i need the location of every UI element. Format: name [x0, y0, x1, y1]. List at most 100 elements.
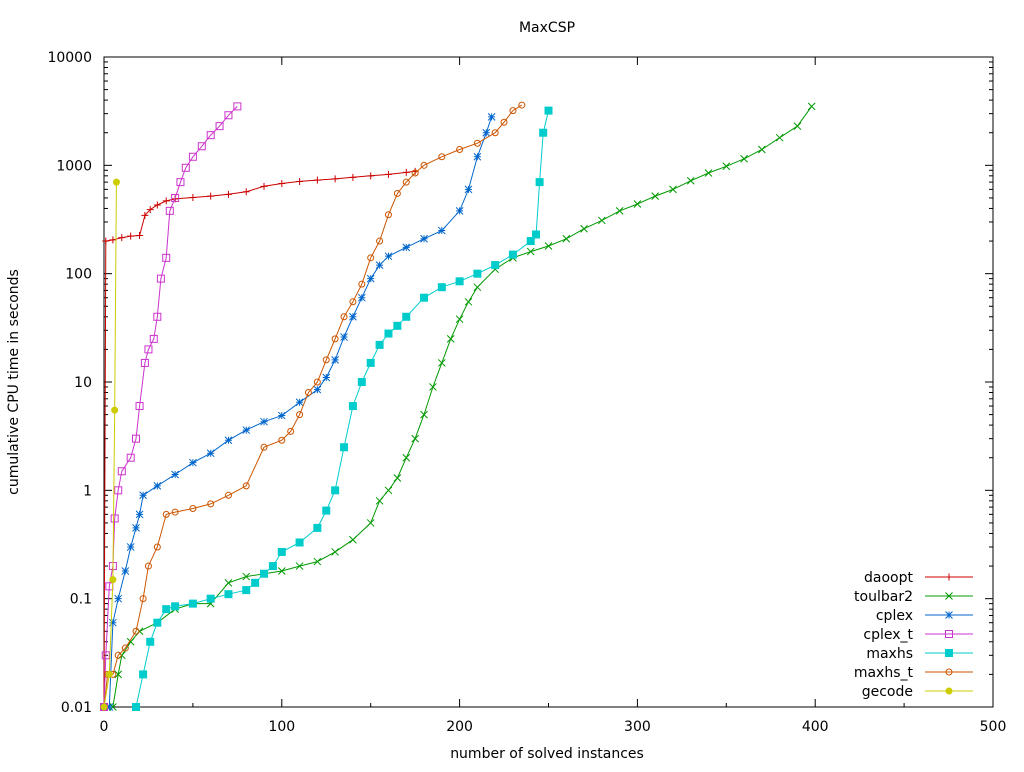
data-point: [189, 193, 197, 201]
y-axis-label: cumulative CPU time in seconds: [6, 269, 22, 495]
data-point: [121, 644, 129, 652]
data-point: [296, 177, 304, 185]
data-point: [331, 548, 339, 556]
data-point: [393, 189, 401, 197]
legend-label: gecode: [862, 684, 913, 700]
data-point: [135, 510, 144, 519]
data-point: [224, 111, 233, 120]
data-point: [491, 129, 499, 137]
data-point: [446, 335, 455, 343]
legend-label: maxhs_t: [854, 665, 914, 681]
data-point: [349, 298, 357, 306]
data-point: [340, 333, 348, 341]
data-point: [149, 334, 158, 343]
data-point: [176, 178, 185, 187]
data-point: [287, 427, 295, 435]
data-point: [197, 142, 206, 151]
data-point: [189, 458, 197, 467]
data-point: [153, 201, 161, 209]
data-point: [171, 602, 180, 611]
data-point: [296, 411, 304, 419]
data-point: [153, 481, 162, 490]
legend-label: toulbar2: [854, 589, 913, 605]
data-point: [376, 237, 384, 245]
data-point: [402, 168, 410, 176]
x-tick-label: 200: [446, 719, 473, 735]
data-point: [367, 172, 375, 180]
data-point: [456, 146, 464, 154]
data-point: [331, 356, 339, 364]
data-point: [349, 312, 357, 321]
data-point: [348, 402, 357, 411]
data-point: [473, 269, 482, 278]
data-point: [411, 434, 420, 443]
data-point: [518, 101, 526, 109]
x-tick-label: 300: [624, 719, 651, 735]
legend-item-cplex: cplex: [876, 608, 973, 624]
y-tick-label: 1000: [56, 158, 92, 174]
data-point: [146, 206, 154, 214]
data-point: [473, 152, 482, 161]
data-point: [402, 178, 410, 186]
data-point: [188, 599, 197, 608]
data-point: [144, 562, 152, 570]
data-point: [162, 605, 171, 614]
data-point: [224, 578, 233, 587]
x-axis-label: number of solved instances: [450, 746, 644, 762]
data-point: [242, 586, 251, 595]
data-point: [171, 508, 179, 516]
data-point: [455, 207, 464, 215]
data-point: [189, 504, 197, 512]
data-point: [438, 153, 446, 161]
data-point: [532, 230, 541, 239]
data-point: [544, 242, 553, 250]
data-point: [105, 703, 114, 711]
data-point: [188, 152, 197, 161]
data-point: [121, 567, 130, 575]
data-point: [109, 618, 117, 627]
data-point: [420, 410, 428, 419]
data-point: [526, 247, 535, 256]
data-point: [181, 163, 190, 172]
data-point: [114, 670, 123, 679]
data-point: [277, 411, 286, 420]
data-point: [429, 383, 437, 391]
data-point: [509, 107, 517, 115]
data-point: [313, 523, 322, 532]
data-point: [105, 670, 113, 678]
data-point: [526, 237, 535, 246]
data-point: [393, 474, 402, 482]
data-point: [109, 703, 117, 711]
data-point: [156, 274, 165, 283]
data-point: [224, 190, 232, 198]
data-point: [455, 277, 464, 286]
y-tick-label: 1: [83, 483, 92, 499]
x-tick-label: 400: [802, 719, 829, 735]
data-point: [313, 385, 322, 394]
data-point: [224, 491, 232, 499]
legend-marker: [945, 592, 953, 600]
data-point: [101, 651, 110, 660]
series-line-cplex-t: [103, 106, 238, 708]
data-point: [242, 426, 251, 434]
data-point: [171, 193, 180, 202]
data-point: [111, 406, 119, 414]
x-axis: 0 100 200 300 400 500: [100, 57, 1006, 735]
data-point: [340, 313, 348, 321]
data-point: [331, 335, 339, 343]
data-point: [126, 543, 135, 551]
data-point: [437, 226, 446, 235]
data-point: [357, 293, 366, 302]
data-point: [375, 496, 384, 505]
data-point: [139, 595, 147, 603]
data-point: [420, 234, 428, 243]
data-point: [375, 340, 384, 349]
data-point: [118, 234, 126, 242]
data-point: [295, 398, 304, 407]
data-point: [260, 182, 268, 190]
data-point: [146, 637, 155, 646]
data-point: [455, 315, 464, 324]
data-point: [322, 356, 330, 364]
data-point: [260, 569, 269, 578]
